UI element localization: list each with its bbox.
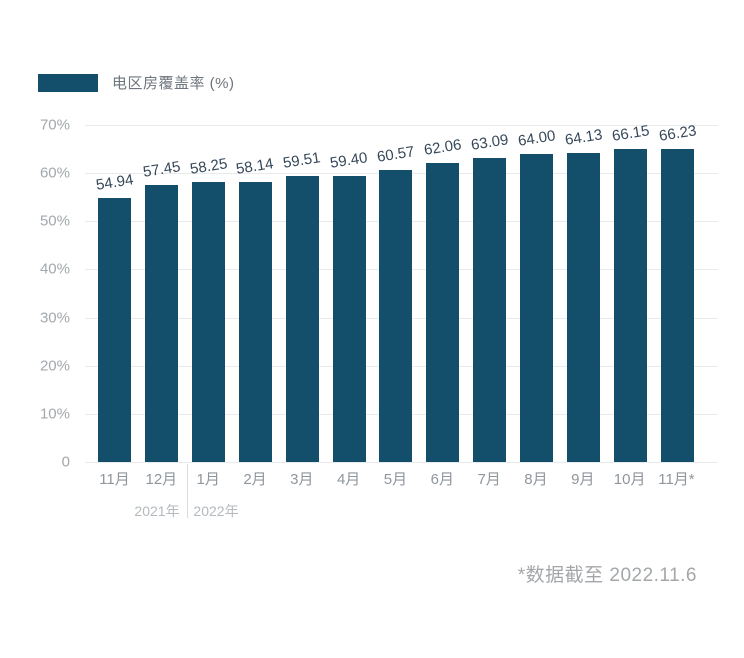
x-tick-label: 8月 bbox=[519, 468, 552, 489]
bar-value-label: 63.09 bbox=[469, 131, 510, 155]
x-tick-label: 6月 bbox=[426, 468, 459, 489]
y-axis-labels: 70% 60% 50% 40% 30% 20% 10% 0 bbox=[0, 117, 70, 471]
x-tick-label-text: 8月 bbox=[524, 471, 548, 488]
bar-value-label: 54.94 bbox=[94, 170, 135, 194]
bar bbox=[285, 175, 319, 462]
x-tick-label: 2月 bbox=[238, 468, 271, 489]
bar-value-label: 59.40 bbox=[329, 149, 369, 172]
bar-value-label: 64.00 bbox=[516, 127, 557, 150]
bar-value-label: 58.14 bbox=[235, 155, 276, 178]
legend: 电区房覆盖率 (%) bbox=[38, 72, 235, 93]
x-tick-label-text: 9月 bbox=[571, 471, 595, 488]
bar bbox=[473, 158, 507, 462]
bar-column: 64.00 bbox=[517, 125, 557, 462]
y-tick-label: 20% bbox=[39, 357, 70, 375]
year-label-2022: 2022年 bbox=[193, 503, 239, 519]
bar-column: 66.15 bbox=[611, 122, 650, 462]
y-tick-label: 30% bbox=[39, 309, 70, 327]
x-tick-label-text: 11月 bbox=[99, 471, 130, 488]
x-tick-label: 11月* bbox=[658, 468, 695, 489]
bar-value-label: 66.23 bbox=[657, 122, 698, 145]
year-divider-line bbox=[187, 464, 188, 518]
x-tick-label: 11月 bbox=[98, 468, 131, 489]
bar bbox=[567, 153, 601, 462]
x-tick-label: 9月 bbox=[566, 468, 599, 489]
y-tick-label: 70% bbox=[39, 116, 70, 134]
bar-column: 54.94 bbox=[95, 125, 134, 462]
footnote: *数据截至 2022.11.6 bbox=[517, 565, 697, 586]
bar-value-label: 57.45 bbox=[141, 158, 182, 182]
bar-value-label: 59.51 bbox=[282, 148, 323, 172]
x-tick-label: 4月 bbox=[332, 468, 365, 489]
y-tick-label: 60% bbox=[39, 164, 70, 182]
x-tick-label: 12月 bbox=[145, 468, 178, 489]
x-tick-label-text: 10月 bbox=[613, 471, 646, 488]
legend-label: 电区房覆盖率 (%) bbox=[112, 75, 235, 92]
plot-area: 54.94 57.45 58.25 58.14 59.51 59.40 60.57 62.06… bbox=[85, 122, 718, 463]
bar-column: 64.13 bbox=[564, 125, 603, 462]
bar-value-label: 66.15 bbox=[610, 122, 651, 145]
bar bbox=[144, 185, 178, 462]
x-axis-labels: 11月 12月 1月 2月 3月 4月 5月 6月 7月 8月 9月 10月 11月* bbox=[98, 468, 695, 489]
bar-column: 57.45 bbox=[142, 125, 181, 462]
x-tick-label: 7月 bbox=[473, 468, 506, 489]
x-tick-label: 1月 bbox=[192, 468, 225, 489]
bar-column: 59.40 bbox=[329, 125, 369, 462]
bar bbox=[379, 170, 413, 462]
bar bbox=[191, 181, 225, 462]
bar-column: 66.23 bbox=[658, 122, 697, 462]
y-tick-label: 50% bbox=[39, 212, 70, 230]
x-tick-label: 5月 bbox=[379, 468, 412, 489]
x-tick-label: 10月 bbox=[613, 468, 646, 489]
bar bbox=[238, 182, 272, 462]
bar bbox=[660, 149, 694, 462]
x-tick-label-text: 7月 bbox=[477, 471, 501, 488]
x-tick-label-text: 5月 bbox=[383, 471, 408, 488]
x-tick-label-text: 3月 bbox=[290, 471, 314, 488]
bar-column: 59.51 bbox=[282, 125, 322, 462]
bar bbox=[520, 153, 554, 462]
x-tick-label: 3月 bbox=[285, 468, 318, 489]
bar bbox=[98, 197, 131, 462]
year-label-2021: 2021年 bbox=[134, 503, 180, 519]
bar-value-label: 58.25 bbox=[188, 154, 229, 178]
bar-value-label: 62.06 bbox=[422, 136, 463, 160]
x-tick-label-text: 6月 bbox=[430, 471, 454, 488]
bar-value-label: 64.13 bbox=[563, 126, 604, 150]
gridline bbox=[85, 125, 718, 126]
gridline bbox=[85, 462, 718, 463]
bar bbox=[332, 176, 366, 462]
bar-value-label: 60.57 bbox=[376, 143, 416, 167]
bar bbox=[613, 149, 647, 462]
x-tick-label-text: 2月 bbox=[243, 471, 267, 488]
bar-series: 54.94 57.45 58.25 58.14 59.51 59.40 60.57 62.06… bbox=[95, 122, 697, 462]
bar-column: 58.14 bbox=[235, 125, 275, 462]
y-tick-label: 10% bbox=[39, 405, 70, 423]
x-tick-label-text: 4月 bbox=[336, 471, 361, 488]
legend-swatch bbox=[38, 73, 98, 92]
x-tick-label-text: 11月* bbox=[658, 471, 695, 488]
bar-column: 63.09 bbox=[470, 125, 510, 462]
x-tick-label-text: 12月 bbox=[145, 471, 178, 488]
x-tick-label-text: 1月 bbox=[196, 471, 220, 488]
bar-column: 60.57 bbox=[376, 125, 416, 462]
bar-column: 58.25 bbox=[188, 125, 228, 462]
bar bbox=[426, 163, 460, 462]
y-tick-label: 0 bbox=[61, 453, 70, 471]
bar-column: 62.06 bbox=[423, 125, 463, 462]
y-tick-label: 40% bbox=[39, 260, 70, 278]
